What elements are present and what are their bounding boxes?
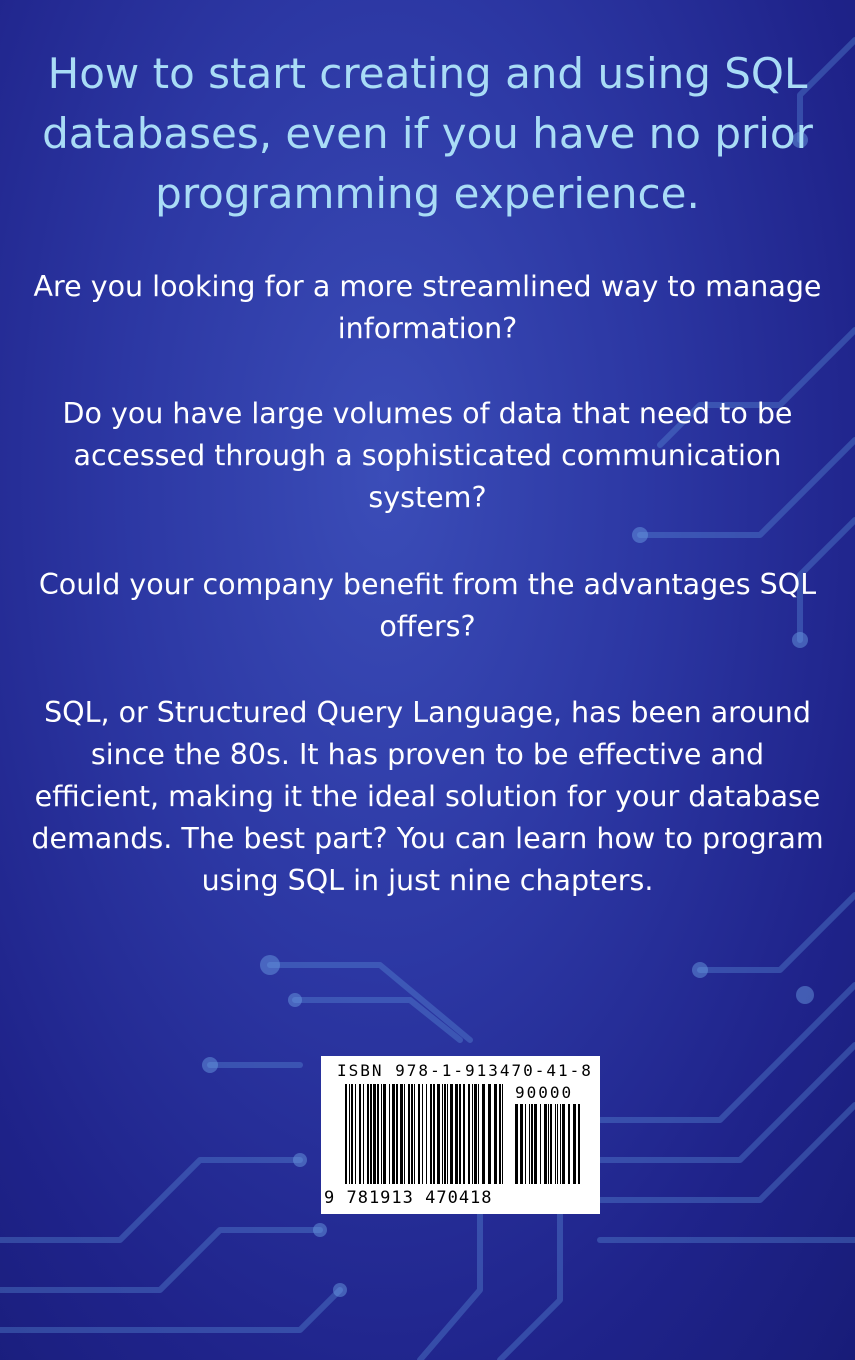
barcode-bar [418,1084,420,1184]
barcode-bar [411,1084,413,1184]
barcode-bar [468,1084,470,1184]
barcode-bar [525,1104,526,1184]
barcode-bar [555,1104,556,1184]
barcode-bar [430,1084,432,1184]
barcode-bar [389,1084,390,1184]
barcode-bar [534,1104,537,1184]
price-code: 90000 [515,1083,574,1102]
barcode-bar [502,1084,503,1184]
barcode-bar [422,1084,423,1184]
barcode-bar [474,1084,477,1184]
barcode-bar [363,1084,364,1184]
barcode-bar [515,1104,518,1184]
barcode-bar [499,1084,501,1184]
paragraph-3: Could your company benefit from the adva… [38,568,817,643]
barcode-bar [520,1104,523,1184]
barcode-bar [370,1084,372,1184]
barcode-bar [455,1084,458,1184]
barcode-bar [381,1084,382,1184]
barcode-bar [359,1084,361,1184]
barcode-bar [392,1084,395,1184]
barcode-digits: 9 781913 470418 [324,1188,493,1208]
paragraph-2: Do you have large volumes of data that n… [62,397,793,514]
barcode-bar [531,1104,533,1184]
barcode-bar [408,1084,410,1184]
barcode-bar [377,1084,379,1184]
barcode-bar [550,1104,552,1184]
barcode-bar [367,1084,369,1184]
barcode-bar [349,1084,350,1184]
barcode-bar [544,1104,547,1184]
paragraph-4: SQL, or Structured Query Language, has b… [31,696,824,897]
barcode-bar [459,1084,461,1184]
barcode-bar [482,1084,485,1184]
barcode-bar [437,1084,440,1184]
barcode-bar [444,1084,446,1184]
barcode-bar [557,1104,558,1184]
barcode-bar [488,1084,491,1184]
barcode-bar [548,1104,549,1184]
addon-barcode-bars [515,1104,580,1184]
barcode-bar [540,1104,541,1184]
barcode-bars [345,1084,503,1184]
barcode-bar [400,1084,403,1184]
barcode-bar [433,1084,435,1184]
barcode-bar [478,1084,479,1184]
barcode-bar [414,1084,415,1184]
barcode-bar [573,1104,576,1184]
barcode-bar [345,1084,347,1184]
barcode-bar [450,1084,453,1184]
barcode-bar [560,1104,561,1184]
isbn-barcode: ISBN 978-1-913470-41-8 90000 9 781913 47… [321,1056,600,1214]
isbn-label: ISBN 978-1-913470-41-8 [337,1061,593,1080]
barcode-bar [383,1084,386,1184]
barcode-bar [529,1104,530,1184]
barcode-bar [396,1084,398,1184]
barcode-bar [472,1084,473,1184]
barcode-bar [568,1104,570,1184]
barcode-bar [494,1084,497,1184]
barcode-bar [426,1084,427,1184]
barcode-bar [355,1084,356,1184]
paragraph-1: Are you looking for a more streamlined w… [33,270,822,345]
barcode-bar [578,1104,580,1184]
headline: How to start creating and using SQL data… [42,49,813,218]
barcode-bar [447,1084,448,1184]
barcode-bar [562,1104,565,1184]
barcode-bar [373,1084,376,1184]
barcode-bar [351,1084,353,1184]
barcode-bar [442,1084,443,1184]
barcode-bar [404,1084,405,1184]
barcode-bar [463,1084,465,1184]
